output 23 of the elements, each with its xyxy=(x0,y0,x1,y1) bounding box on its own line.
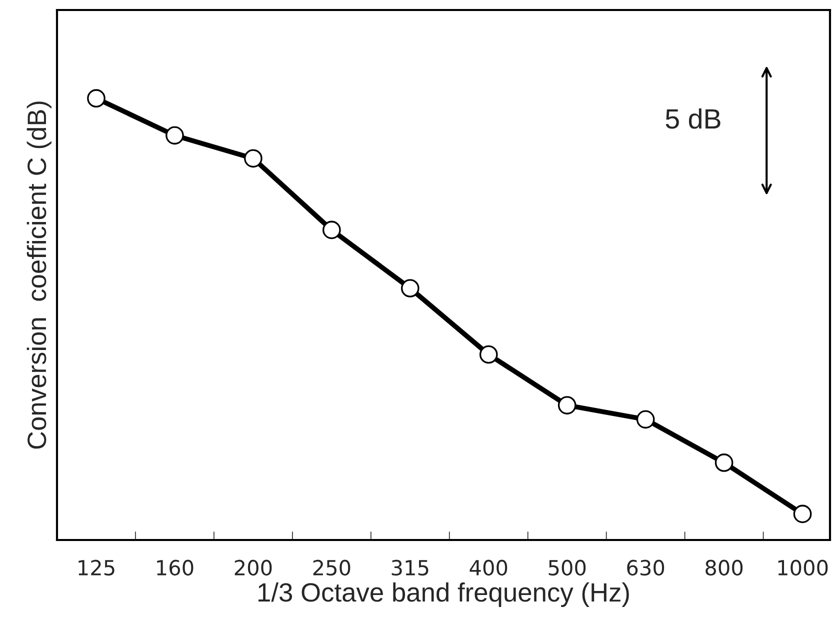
x-tick-label: 800 xyxy=(706,560,743,576)
x-tick-label: 250 xyxy=(313,560,350,576)
x-tick-label: 200 xyxy=(234,560,272,576)
x-tick-label: 160 xyxy=(157,560,194,576)
point xyxy=(636,410,655,429)
x-tick-label: 630 xyxy=(627,560,664,576)
point xyxy=(166,126,184,145)
annotation: 5 dB xyxy=(666,108,720,129)
point xyxy=(322,220,341,240)
x-tick-label: 1000 xyxy=(778,560,828,576)
point xyxy=(244,149,262,168)
point xyxy=(87,89,106,108)
x-tick-label: 125 xyxy=(78,560,114,576)
x-tick-label: 500 xyxy=(548,560,586,576)
x-axis-title: 1/3 Octave band frequency (Hz) xyxy=(258,582,629,607)
x-tick-label: 400 xyxy=(470,560,508,576)
point xyxy=(793,504,812,524)
point xyxy=(479,345,498,364)
point xyxy=(400,279,420,298)
x-tick-label: 315 xyxy=(392,560,428,576)
point xyxy=(714,454,734,472)
y-axis-title: Conversion coefficient C (dB) xyxy=(26,102,52,449)
point xyxy=(558,396,576,414)
